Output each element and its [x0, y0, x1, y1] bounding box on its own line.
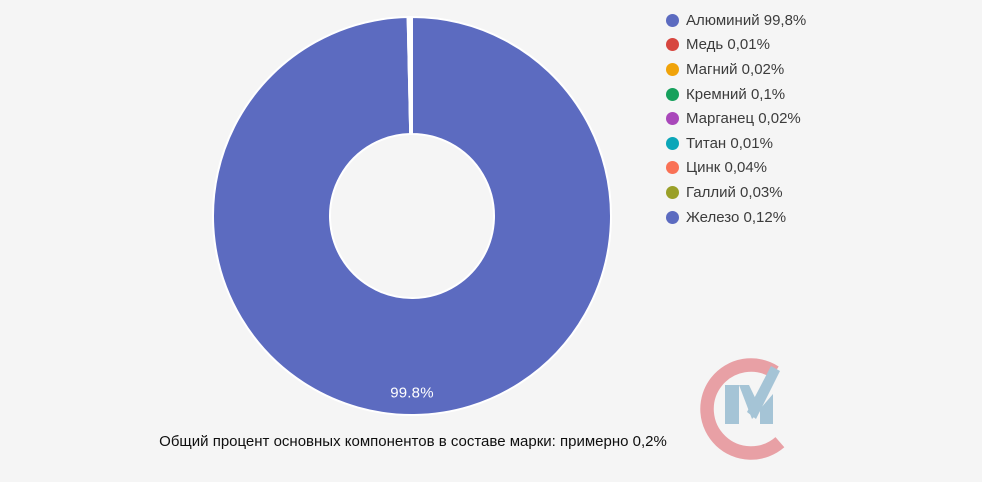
legend-swatch-icon [666, 161, 679, 175]
legend-item-label: Железо 0,12% [686, 208, 787, 226]
legend-item-label: Марганец 0,02% [686, 110, 801, 128]
legend-item-label: Магний 0,02% [686, 60, 785, 78]
legend-item-2[interactable]: Магний 0,02% [666, 57, 806, 82]
legend-swatch-icon [666, 13, 679, 27]
logo-c-shape [700, 358, 785, 460]
legend-item-8[interactable]: Железо 0,12% [666, 205, 806, 230]
donut-slice-8[interactable] [409, 15, 413, 136]
legend-item-label: Цинк 0,04% [686, 159, 768, 177]
logo-m-checkmark-icon [725, 366, 780, 424]
watermark-logo [700, 358, 785, 460]
legend-swatch-icon [666, 210, 679, 224]
legend-swatch-icon [666, 87, 679, 101]
legend-item-label: Медь 0,01% [686, 36, 770, 54]
legend-swatch-icon [666, 62, 679, 76]
legend-item-label: Кремний 0,1% [686, 85, 786, 103]
legend-swatch-icon [666, 38, 679, 52]
legend-item-1[interactable]: Медь 0,01% [666, 33, 806, 58]
legend-item-label: Титан 0,01% [686, 134, 773, 152]
legend-item-6[interactable]: Цинк 0,04% [666, 156, 806, 181]
legend-item-5[interactable]: Титан 0,01% [666, 131, 806, 156]
legend-item-0[interactable]: Алюминий 99,8% [666, 8, 806, 33]
legend-item-3[interactable]: Кремний 0,1% [666, 82, 806, 107]
legend: Алюминий 99,8% Медь 0,01% Магний 0,02% Крем… [666, 8, 806, 229]
legend-item-4[interactable]: Марганец 0,02% [666, 106, 806, 131]
chart-caption: Общий процент основных компонентов в сос… [159, 433, 667, 450]
legend-swatch-icon [666, 185, 679, 199]
legend-item-label: Алюминий 99,8% [686, 11, 807, 29]
donut-slice-0[interactable] [212, 15, 612, 416]
slice-value-label: 99.8% [390, 384, 434, 402]
legend-item-label: Галлий 0,03% [686, 183, 783, 201]
legend-item-7[interactable]: Галлий 0,03% [666, 180, 806, 205]
legend-swatch-icon [666, 112, 679, 126]
legend-swatch-icon [666, 136, 679, 150]
